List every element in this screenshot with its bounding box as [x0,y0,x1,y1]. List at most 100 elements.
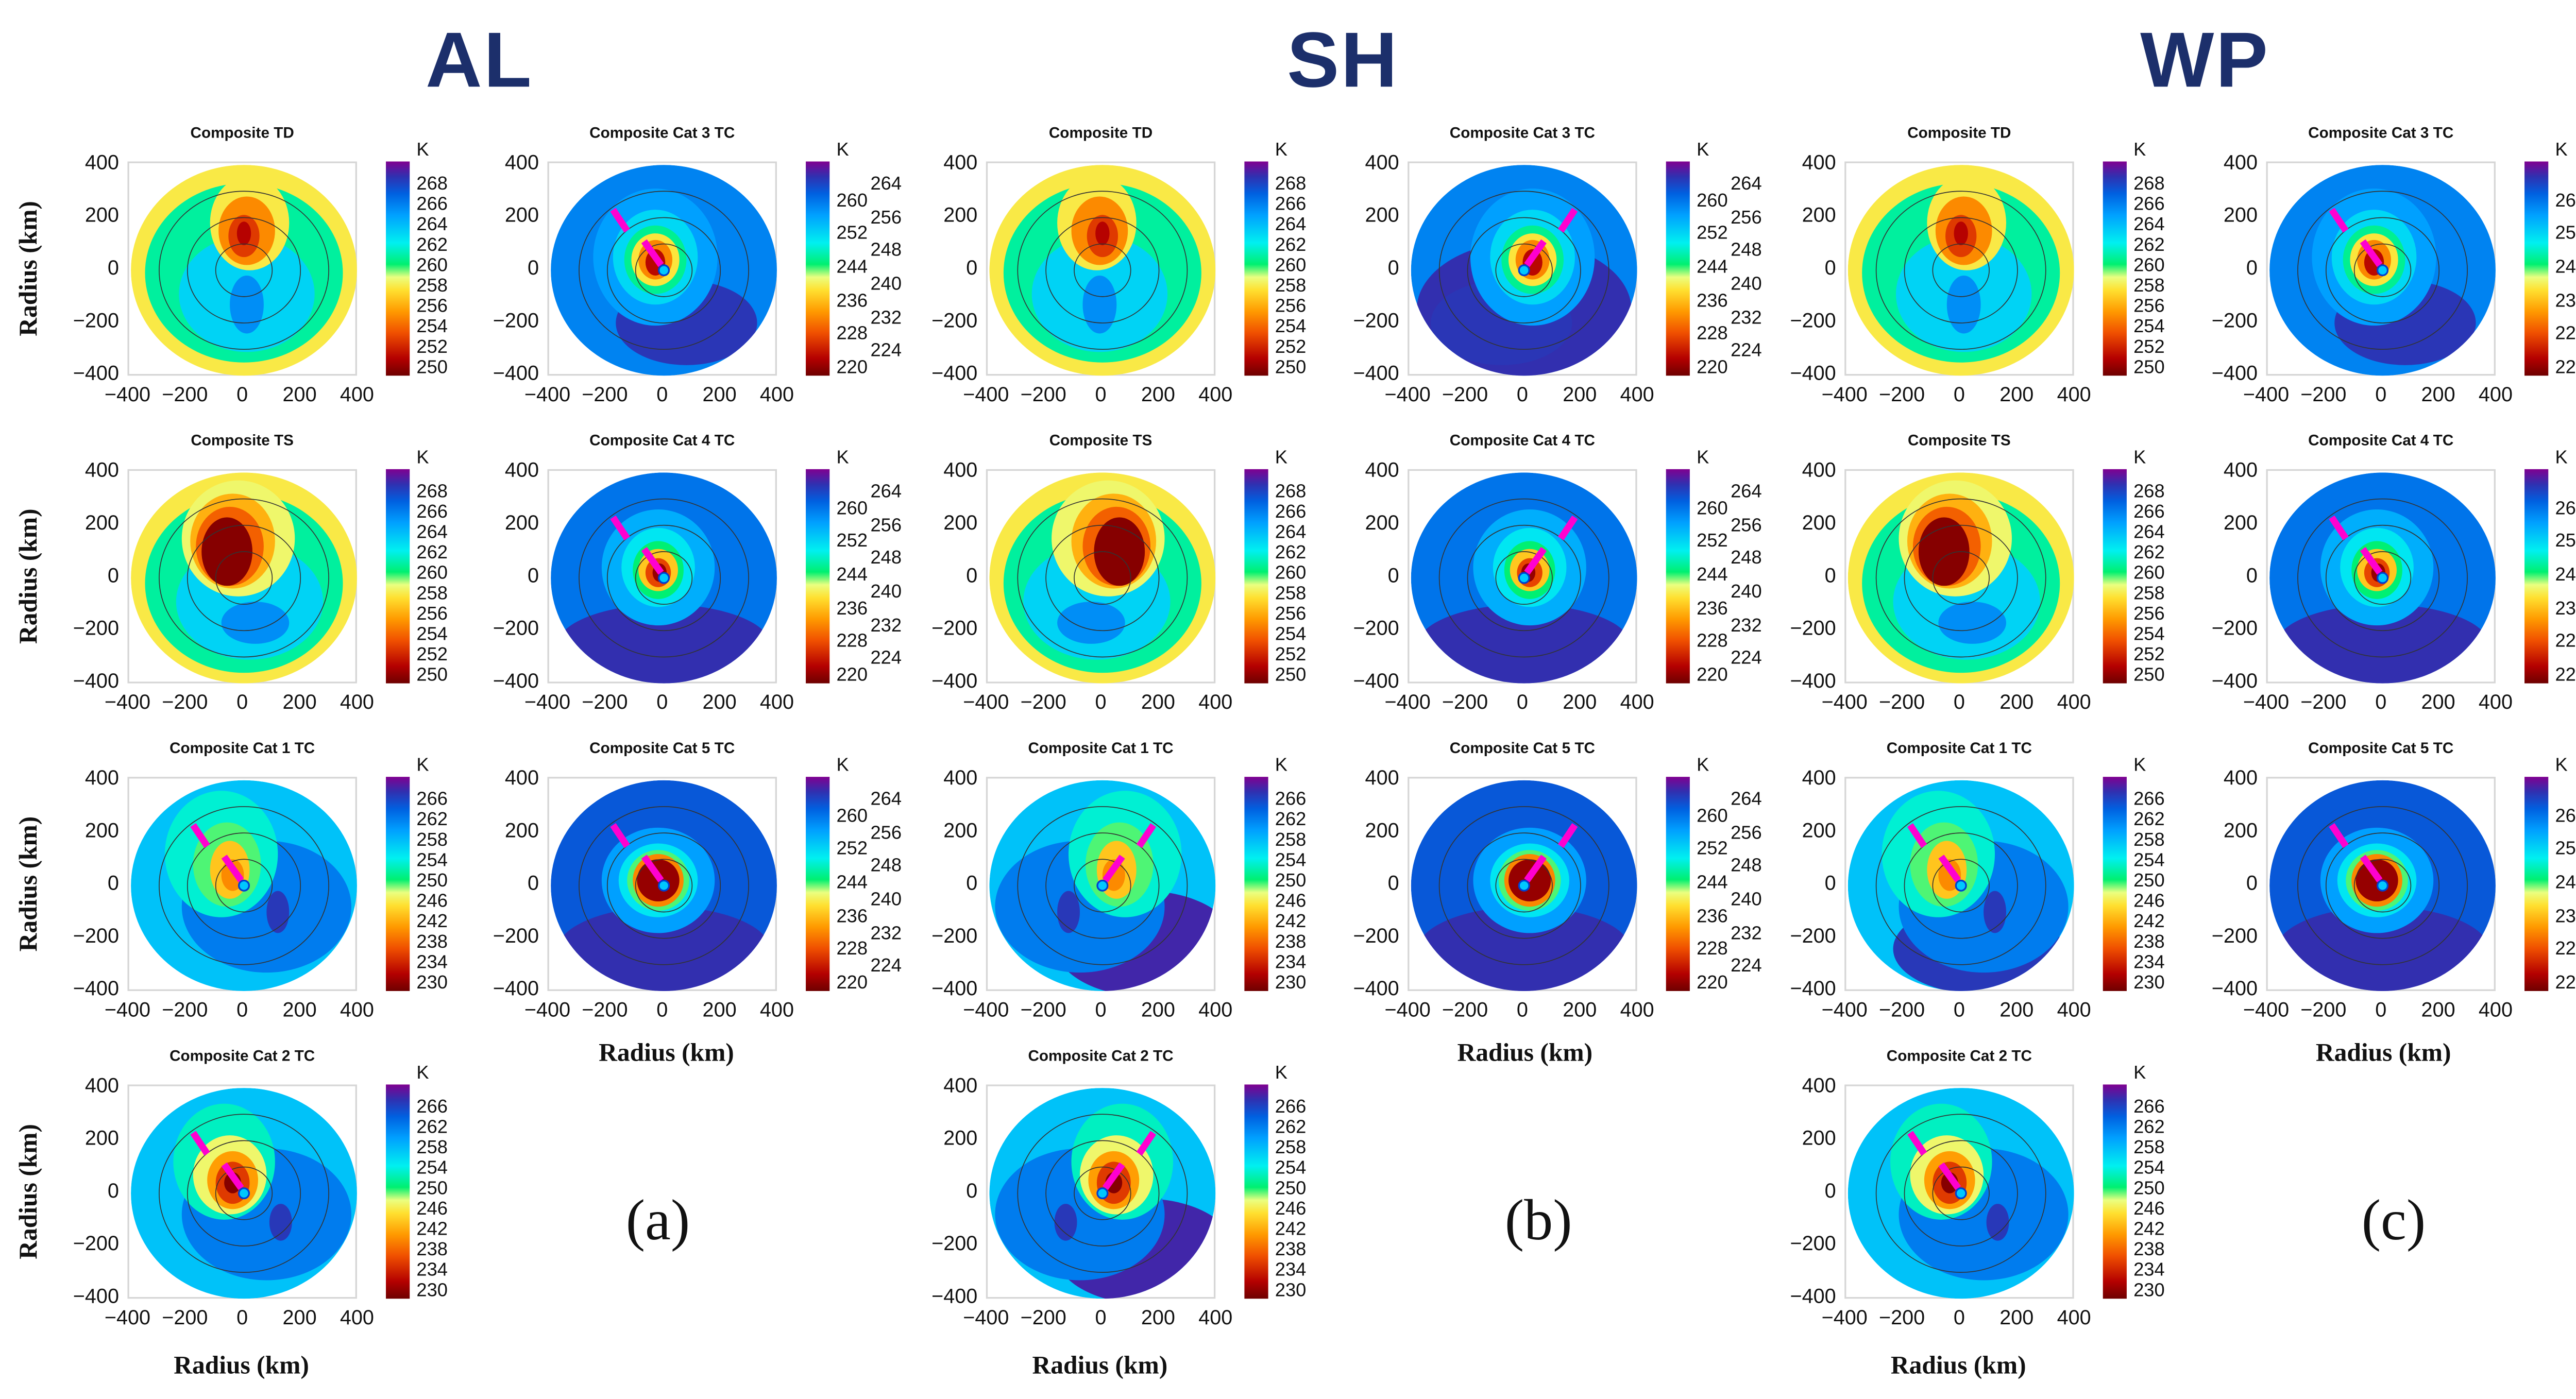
brightness-temperature-map [1848,1088,2074,1299]
colorbar [2103,1084,2127,1299]
y-tick-label: −400 [1790,1284,1836,1308]
colorbar-tick-label: 250 [416,1179,448,1200]
x-tick-label: 0 [1095,1305,1107,1329]
y-tick-label: 0 [1824,563,1836,588]
colorbar-unit-label: K [1275,140,1288,161]
colorbar [806,777,830,991]
polar-plot: 400 200 0 −200 −400 [493,459,777,692]
x-tick-label: 200 [1141,382,1175,406]
y-tick-label: −200 [2211,924,2258,948]
x-tick-label: 400 [340,382,374,406]
colorbar-tick-label: 254 [2133,317,2165,338]
range-ring [1875,1114,2046,1273]
y-axis-label: Radius (km) [16,508,44,644]
x-tick-label: −400 [104,998,151,1022]
shear-vector [1907,823,1927,848]
x-tick-label: −400 [524,690,571,714]
brightness-temperature-map [989,472,1216,684]
colorbar-tick-label: 256 [870,515,902,536]
polar-plot: 400 200 0 −200 −400 [493,151,777,384]
storm-center-marker [657,264,670,277]
colorbar-tick-label: 238 [2133,932,2165,953]
panel-title: Composite Cat 3 TC [2308,124,2454,141]
x-tick-label: −200 [2300,690,2347,714]
x-tick-label: 400 [2478,998,2513,1022]
colorbar-tick-label: 244 [2555,873,2576,894]
colorbar-tick-label: 242 [2133,912,2165,933]
range-ring [1045,1140,1160,1247]
shear-vector [1102,1162,1125,1190]
colorbar-tick-label: 266 [416,194,448,215]
x-tick-label: −400 [2243,998,2290,1022]
x-tick-label: 400 [2057,1305,2091,1329]
x-tick-label: 200 [282,690,317,714]
panel-al-c4: Composite Cat 4 TC 400 200 0 −200 −400 −400 −20… [493,432,902,729]
colorbar-tick-label: 258 [416,1138,448,1159]
colorbar-tick-label: 252 [416,645,448,666]
shear-vector [641,855,664,882]
colorbar [386,1084,410,1299]
x-tick-label: 400 [1198,382,1233,406]
colorbar-tick-label: 248 [870,549,902,569]
x-tick-label: −200 [1020,998,1066,1022]
colorbar-tick-label: 254 [2133,624,2165,645]
range-ring [1045,832,1160,939]
range-ring [1438,191,1609,350]
colorbar-tick-label: 232 [870,923,902,944]
x-tick-label: 400 [759,382,794,406]
colorbar-tick-label: 238 [416,1240,448,1261]
colorbar-tick-label: 252 [2555,532,2576,553]
colorbar-tick-label: 220 [1697,973,1728,994]
panel-label-a: (a) [625,1190,690,1253]
colorbar-tick-label: 240 [1731,274,1762,295]
y-tick-label: 200 [1365,203,1399,227]
polar-plot: 400 200 0 −200 −400 [931,151,1216,384]
colorbar-unit-label: K [1275,448,1288,469]
colorbar-tick-label: 264 [1731,789,1762,810]
colorbar-tick-label: 246 [416,1199,448,1220]
panel-sh-ts: Composite TS 400 200 0 −200 −400 −400 −200 0 200 4… [931,432,1306,729]
colorbar-tick-label: 228 [2555,324,2576,345]
colorbar-tick-label: 238 [1275,1240,1307,1261]
colorbar-tick-label: 260 [1697,191,1728,212]
brightness-temperature-map [989,780,1216,991]
colorbar-tick-label: 244 [836,258,868,278]
panel-sh-c4: Composite Cat 4 TC 400 200 0 −200 −400 −400 −20… [1353,432,1761,729]
temperature-contour-fill [1102,859,1125,891]
x-axis-label: Radius (km) [174,1353,309,1380]
colorbar-tick-label: 234 [416,1260,448,1281]
colorbar-tick-label: 246 [1275,1199,1307,1220]
x-tick-label: 400 [2057,382,2091,406]
colorbar-tick-label: 250 [416,357,448,379]
shear-vector [1558,515,1578,540]
storm-center-marker [2376,572,2389,584]
colorbar-tick-label: 266 [2133,789,2165,810]
range-ring [1875,806,2046,965]
colorbar-tick-label: 260 [2555,191,2576,212]
colorbar-tick-label: 230 [2133,1281,2165,1302]
temperature-contour-fill [1984,891,2006,933]
y-tick-label: −200 [493,616,539,640]
x-tick-label: −200 [1878,382,1925,406]
x-tick-label: 400 [759,998,794,1022]
x-tick-label: 0 [1516,690,1528,714]
colorbar-tick-label: 264 [2133,522,2165,543]
range-ring [215,859,273,913]
y-tick-label: 200 [504,510,539,535]
colorbar-tick-label: 266 [1275,1097,1307,1118]
colorbar-tick-label: 230 [416,973,448,994]
brightness-temperature-map [1411,780,1637,991]
range-ring [1017,191,1188,350]
colorbar-tick-label: 230 [1275,973,1307,994]
brightness-temperature-map [989,165,1216,376]
x-tick-label: −400 [963,1305,1009,1329]
polar-plot: 400 200 0 −200 −400 [73,1074,357,1307]
shear-vector [2329,823,2349,848]
panel-label-c: (c) [2361,1190,2426,1253]
shear-vector [1136,1131,1157,1156]
colorbar-unit-label: K [2133,1063,2146,1084]
shear-vector [2360,547,2383,575]
y-tick-label: −200 [1790,1231,1836,1256]
y-tick-label: 200 [1802,1126,1836,1150]
y-tick-label: −400 [493,669,539,693]
